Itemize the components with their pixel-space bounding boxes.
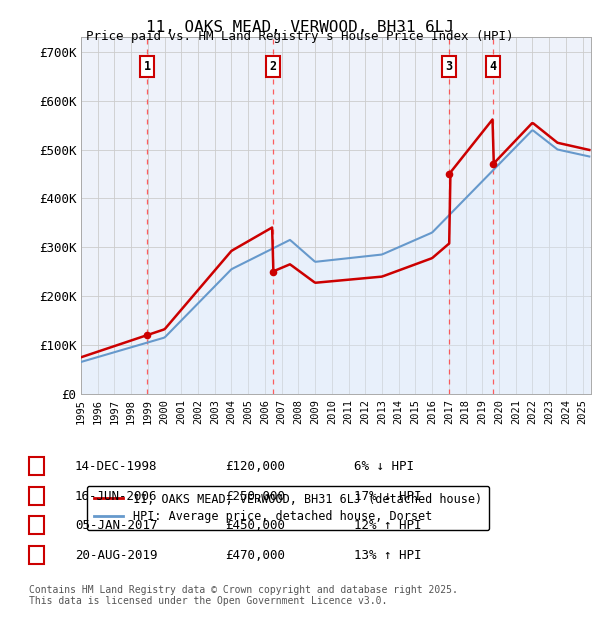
Text: Contains HM Land Registry data © Crown copyright and database right 2025.
This d: Contains HM Land Registry data © Crown c… xyxy=(29,585,458,606)
Text: 2: 2 xyxy=(33,489,40,502)
Text: 1: 1 xyxy=(33,459,40,472)
Text: £120,000: £120,000 xyxy=(225,460,285,472)
Text: 17% ↓ HPI: 17% ↓ HPI xyxy=(354,490,421,502)
Point xyxy=(488,159,498,169)
Text: 20-AUG-2019: 20-AUG-2019 xyxy=(75,549,157,562)
Text: £450,000: £450,000 xyxy=(225,520,285,532)
Point xyxy=(142,330,152,340)
Point xyxy=(268,267,277,277)
Text: 3: 3 xyxy=(33,519,40,532)
Text: 6% ↓ HPI: 6% ↓ HPI xyxy=(354,460,414,472)
Point xyxy=(445,169,454,179)
Text: 4: 4 xyxy=(33,549,40,562)
Legend: 11, OAKS MEAD, VERWOOD, BH31 6LJ (detached house), HPI: Average price, detached : 11, OAKS MEAD, VERWOOD, BH31 6LJ (detach… xyxy=(87,485,489,530)
Text: 12% ↑ HPI: 12% ↑ HPI xyxy=(354,520,421,532)
Text: 3: 3 xyxy=(446,60,453,73)
Text: 13% ↑ HPI: 13% ↑ HPI xyxy=(354,549,421,562)
Text: 16-JUN-2006: 16-JUN-2006 xyxy=(75,490,157,502)
Text: 4: 4 xyxy=(490,60,497,73)
Text: 1: 1 xyxy=(143,60,151,73)
Text: £470,000: £470,000 xyxy=(225,549,285,562)
Text: 05-JAN-2017: 05-JAN-2017 xyxy=(75,520,157,532)
Text: 14-DEC-1998: 14-DEC-1998 xyxy=(75,460,157,472)
Text: £250,000: £250,000 xyxy=(225,490,285,502)
Text: 11, OAKS MEAD, VERWOOD, BH31 6LJ: 11, OAKS MEAD, VERWOOD, BH31 6LJ xyxy=(146,20,454,35)
Text: Price paid vs. HM Land Registry's House Price Index (HPI): Price paid vs. HM Land Registry's House … xyxy=(86,30,514,43)
Text: 2: 2 xyxy=(269,60,276,73)
